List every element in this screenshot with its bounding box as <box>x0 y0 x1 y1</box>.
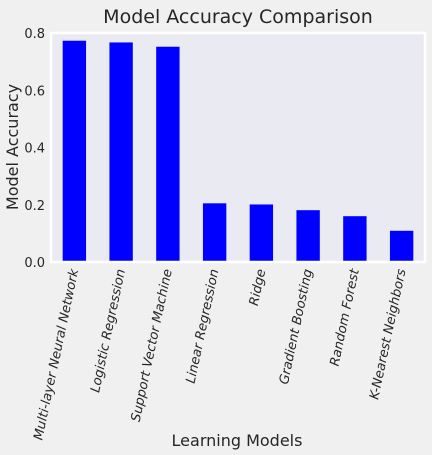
y-tick-label: 0.2 <box>24 199 45 214</box>
y-tick-label: 0.8 <box>24 27 45 42</box>
bar <box>62 40 87 263</box>
bar <box>109 42 133 262</box>
x-axis-label: Learning Models <box>172 431 303 450</box>
x-axis-ticks: Multi-layer Neural Network Logistic Regre… <box>31 267 409 442</box>
bar <box>202 203 227 262</box>
bars-group <box>62 40 414 263</box>
y-tick-label: 0.6 <box>24 84 45 99</box>
y-axis-ticks: 0.0 0.2 0.4 0.6 0.8 <box>24 27 45 271</box>
bar <box>296 210 320 262</box>
x-tick-label: Random Forest <box>328 267 363 368</box>
plot-area <box>51 33 425 262</box>
chart-title: Model Accuracy Comparison <box>103 6 373 28</box>
bar <box>343 216 367 262</box>
x-tick-label: Support Vector Machine <box>129 268 176 423</box>
x-tick-label: Gradient Boosting <box>277 268 316 386</box>
bar <box>249 204 274 262</box>
x-tick-label: Ridge <box>247 268 269 307</box>
x-tick-label: Multi-layer Neural Network <box>31 267 82 441</box>
x-tick-label: Linear Regression <box>184 268 223 385</box>
x-tick-label: K-Nearest Neighbors <box>367 267 409 401</box>
plot-frame <box>49 31 427 264</box>
x-tick-label: Logistic Regression <box>88 268 129 394</box>
y-axis-label: Model Accuracy <box>3 84 22 210</box>
bar <box>156 46 180 262</box>
bar <box>389 230 414 262</box>
y-tick-label: 0.4 <box>24 142 45 157</box>
y-tick-label: 0.0 <box>24 256 45 271</box>
